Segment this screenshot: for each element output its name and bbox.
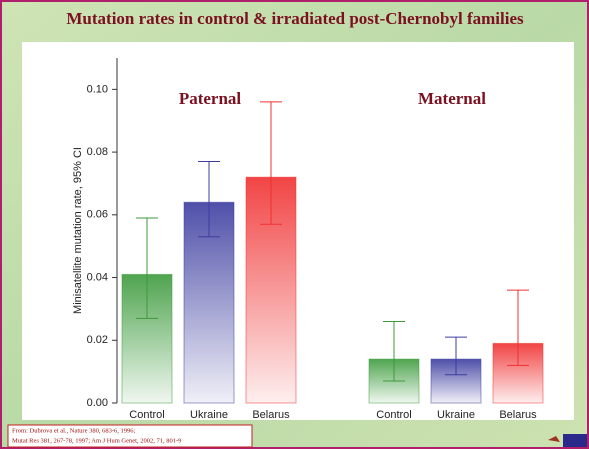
citation: Mutat Res 381, 267-78, 1997; Am J Hum Ge… — [12, 437, 181, 444]
x-tick-label: Control — [129, 409, 164, 421]
chart-title: Mutation rates in control & irradiated p… — [66, 9, 524, 28]
y-axis-label: Minisatellite mutation rate, 95% CI — [72, 147, 84, 314]
x-tick-label: Ukraine — [190, 409, 228, 421]
x-tick-label: Belarus — [499, 409, 537, 421]
y-tick-label: 0.08 — [87, 146, 108, 158]
citation-box — [7, 424, 253, 448]
y-tick-label: 0.04 — [87, 271, 108, 283]
group-label: Paternal — [179, 89, 242, 108]
citation: From: Dubrova et al., Nature 380, 683-6,… — [12, 427, 135, 434]
x-tick-label: Control — [376, 409, 411, 421]
y-tick-label: 0.06 — [87, 209, 108, 221]
group-label: Maternal — [418, 89, 486, 108]
plot-panel — [22, 42, 574, 420]
x-tick-label: Ukraine — [437, 409, 475, 421]
y-tick-label: 0.10 — [87, 83, 108, 95]
y-tick-label: 0.00 — [87, 397, 108, 409]
y-tick-label: 0.02 — [87, 334, 108, 346]
logo-icon — [548, 436, 560, 442]
x-tick-label: Belarus — [252, 409, 290, 421]
logo — [563, 434, 587, 447]
